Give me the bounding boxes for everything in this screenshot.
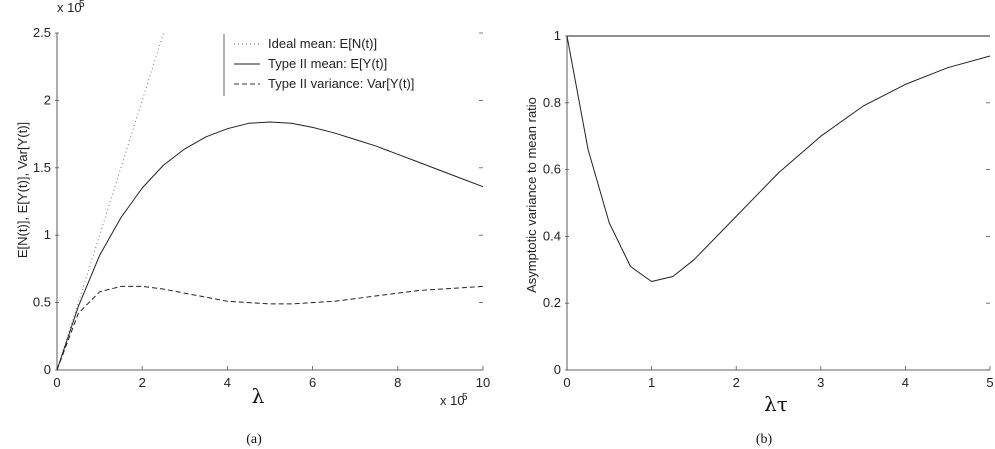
x-tick-label: 8 <box>394 375 401 390</box>
legend-label-type2-variance: Type II variance: Var[Y(t)] <box>268 76 414 91</box>
x-tick-label: 6 <box>309 375 316 390</box>
y-tick-label: 0 <box>44 362 51 377</box>
y-tick-label: 1.5 <box>33 160 51 175</box>
y-tick-label: 2 <box>44 92 51 107</box>
legend-label-type2-mean: Type II mean: E[Y(t)] <box>268 56 387 71</box>
panel-b-y-ticks: 0 0.2 0.4 0.6 0.8 1 <box>543 28 990 377</box>
panel-a-caption: (a) <box>246 432 262 447</box>
x-tick-label: 10 <box>476 375 490 390</box>
y-tick-label: 0.8 <box>543 95 561 110</box>
y-tick-label: 1 <box>554 28 561 43</box>
panel-b-x-label: λτ <box>764 392 788 416</box>
panel-b-caption: (b) <box>756 432 773 447</box>
panel-a-x-exponent: 5 <box>462 392 468 403</box>
series-line-3 <box>56 285 484 371</box>
y-tick-label: 0.2 <box>543 295 561 310</box>
panel-b-x-ticks: 0 1 2 3 4 5 <box>563 366 994 390</box>
panel-b: 0 1 2 3 4 5 0 0.2 0.4 0.6 0.8 1 λτ Asymptotic vari… <box>524 28 994 447</box>
panel-a-y-multiplier: x 10 <box>57 0 82 15</box>
legend-label-ideal-mean: Ideal mean: E[N(t)] <box>268 36 377 51</box>
x-tick-label: 3 <box>817 375 824 390</box>
x-tick-label: 1 <box>648 375 655 390</box>
panel-b-axes <box>566 36 990 371</box>
x-tick-label: 2 <box>733 375 740 390</box>
y-tick-label: 1 <box>44 227 51 242</box>
panel-b-y-label: Asymptotic variance to mean ratio <box>524 97 539 293</box>
x-tick-label: 5 <box>986 375 993 390</box>
panel-b-series <box>566 35 991 282</box>
panel-a-y-exponent: 5 <box>79 0 85 10</box>
x-tick-label: 0 <box>563 375 570 390</box>
x-tick-label: 4 <box>902 375 909 390</box>
series-line-1 <box>56 32 164 371</box>
panel-a-series <box>56 32 484 371</box>
series-line-2 <box>56 121 484 371</box>
panel-a-x-label: λ <box>252 384 265 408</box>
panel-a: 0 2 4 6 8 10 0 0.5 1 1.5 2 2.5 x 10 5 x 10 5 λ E[N… <box>15 0 490 447</box>
x-tick-label: 2 <box>139 375 146 390</box>
panel-a-axes <box>56 33 483 371</box>
x-tick-label: 4 <box>224 375 231 390</box>
panel-a-x-ticks: 0 2 4 6 8 10 <box>53 366 490 390</box>
panel-a-x-multiplier: x 10 <box>440 393 465 408</box>
y-tick-label: 0.6 <box>543 162 561 177</box>
x-tick-label: 0 <box>53 375 60 390</box>
panel-a-y-ticks: 0 0.5 1 1.5 2 2.5 <box>33 25 483 377</box>
y-tick-label: 2.5 <box>33 25 51 40</box>
series-line-1 <box>566 35 991 282</box>
y-tick-label: 0 <box>554 362 561 377</box>
panel-a-legend: Ideal mean: E[N(t)] Type II mean: E[Y(t)… <box>223 34 414 96</box>
panel-a-y-label: E[N(t)], E[Y(t)], Var[Y(t)] <box>15 122 30 258</box>
y-tick-label: 0.4 <box>543 228 561 243</box>
y-tick-label: 0.5 <box>33 295 51 310</box>
